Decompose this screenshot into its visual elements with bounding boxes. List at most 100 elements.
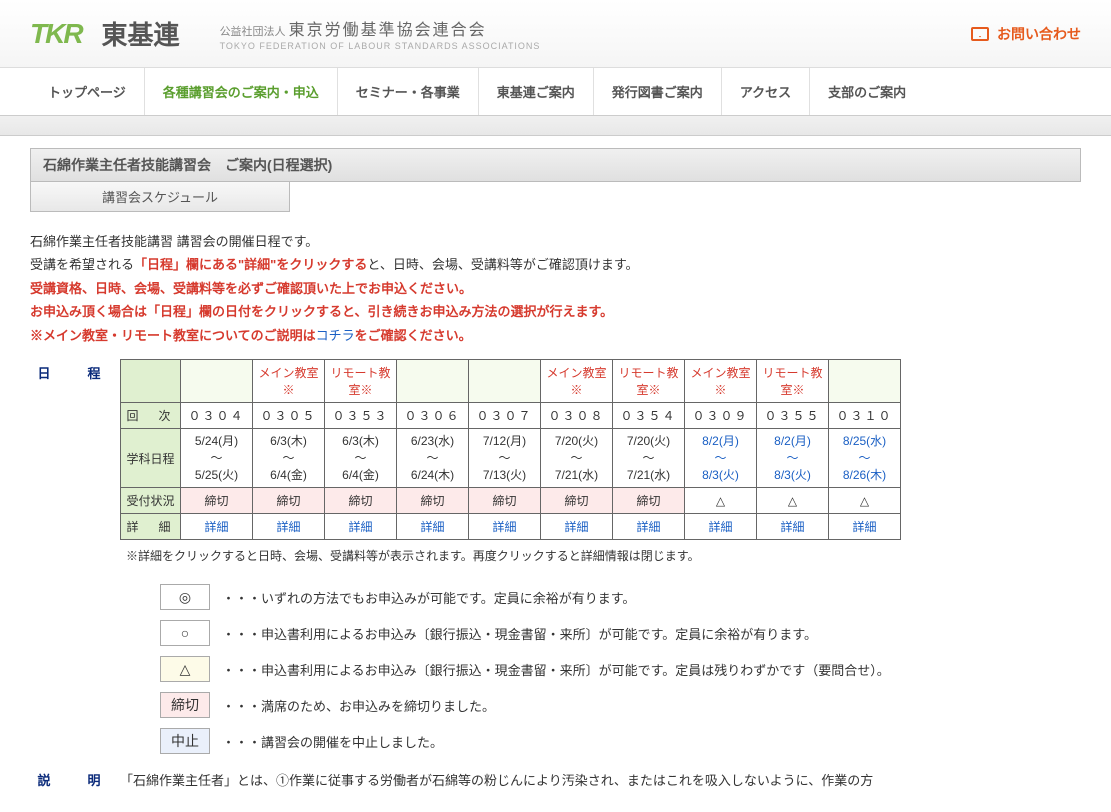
legend-text-1: ・・・申込書利用によるお申込み〔銀行振込・現金書留・来所〕が可能です。定員に余裕… <box>222 624 817 643</box>
col-type-0 <box>181 359 253 402</box>
col-status-5: 締切 <box>541 488 613 514</box>
col-num-2: ０３５３ <box>325 402 397 428</box>
sub-bar <box>0 116 1111 136</box>
org-name: 東京労働基準協会連合会 <box>289 22 487 39</box>
col-num-0: ０３０４ <box>181 402 253 428</box>
col-num-3: ０３０６ <box>397 402 469 428</box>
header-kai: 回 次 <box>121 402 181 428</box>
legend-text-3: ・・・満席のため、お申込みを締切りました。 <box>222 696 495 715</box>
nav-item-0[interactable]: トップページ <box>30 68 145 115</box>
info-line1: 石綿作業主任者技能講習 講習会の開催日程です。 <box>30 230 1081 253</box>
detail-link-7[interactable]: 詳細 <box>708 520 732 534</box>
col-status-4: 締切 <box>469 488 541 514</box>
col-type-8: リモート教室※ <box>757 359 829 402</box>
schedule-label: 日 程 <box>30 359 120 382</box>
header-detail: 詳 細 <box>121 514 181 540</box>
col-type-2: リモート教室※ <box>325 359 397 402</box>
detail-link-8[interactable]: 詳細 <box>780 520 804 534</box>
col-date-6[interactable]: 7/20(火)～7/21(水) <box>613 428 685 487</box>
col-num-4: ０３０７ <box>469 402 541 428</box>
col-date-5[interactable]: 7/20(火)～7/21(水) <box>541 428 613 487</box>
col-status-9: △ <box>829 488 901 514</box>
col-type-3 <box>397 359 469 402</box>
info-line2: 受講を希望される「日程」欄にある"詳細"をクリックすると、日時、会場、受講料等が… <box>30 253 1081 276</box>
detail-link-0[interactable]: 詳細 <box>204 520 228 534</box>
description-label: 説 明 <box>30 770 120 789</box>
header-status: 受付状況 <box>121 488 181 514</box>
org-block: 公益社団法人 東京労働基準協会連合会 TOKYO FEDERATION OF L… <box>220 16 541 52</box>
detail-link-1[interactable]: 詳細 <box>276 520 300 534</box>
col-num-6: ０３５４ <box>613 402 685 428</box>
col-num-8: ０３５５ <box>757 402 829 428</box>
legend-row-1: ○ ・・・申込書利用によるお申込み〔銀行振込・現金書留・来所〕が可能です。定員に余… <box>160 620 1081 646</box>
col-date-7[interactable]: 8/2(月)～8/3(火) <box>685 428 757 487</box>
detail-link-9[interactable]: 詳細 <box>852 520 876 534</box>
col-status-7: △ <box>685 488 757 514</box>
tab-row: 講習会スケジュール <box>30 182 1081 212</box>
col-num-7: ０３０９ <box>685 402 757 428</box>
detail-link-5[interactable]: 詳細 <box>564 520 588 534</box>
schedule-note: ※詳細をクリックすると日時、会場、受講料等が表示されます。再度クリックすると詳細… <box>126 547 1081 564</box>
nav-item-1[interactable]: 各種講習会のご案内・申込 <box>145 68 338 115</box>
col-date-9[interactable]: 8/25(水)～8/26(木) <box>829 428 901 487</box>
col-type-1: メイン教室※ <box>253 359 325 402</box>
site-header: TKR 東基連 公益社団法人 東京労働基準協会連合会 TOKYO FEDERAT… <box>0 0 1111 68</box>
page-title: 石綿作業主任者技能講習会 ご案内(日程選択) <box>30 148 1081 182</box>
col-date-4[interactable]: 7/12(月)～7/13(火) <box>469 428 541 487</box>
col-type-5: メイン教室※ <box>541 359 613 402</box>
detail-link-6[interactable]: 詳細 <box>636 520 660 534</box>
col-status-6: 締切 <box>613 488 685 514</box>
main-nav: トップページ各種講習会のご案内・申込セミナー・各事業東基連ご案内発行図書ご案内ア… <box>0 68 1111 116</box>
schedule-section: 日 程 メイン教室※リモート教室※メイン教室※リモート教室※メイン教室※リモート… <box>30 359 1081 564</box>
contact-link[interactable]: お問い合わせ <box>971 24 1081 44</box>
col-date-8[interactable]: 8/2(月)～8/3(火) <box>757 428 829 487</box>
legend: ◎・・・いずれの方法でもお申込みが可能です。定員に余裕が有ります。 ○ ・・・申込書… <box>160 584 1081 754</box>
detail-link-4[interactable]: 詳細 <box>492 520 516 534</box>
col-type-6: リモート教室※ <box>613 359 685 402</box>
legend-row-4: 中止・・・講習会の開催を中止しました。 <box>160 728 1081 754</box>
description-text: 「石綿作業主任者」とは、①作業に従事する労働者が石綿等の粉じんにより汚染され、ま… <box>120 770 990 792</box>
org-prefix: 公益社団法人 <box>220 26 286 38</box>
legend-symbol-1: ○ <box>160 620 210 646</box>
nav-item-5[interactable]: アクセス <box>722 68 810 115</box>
header-date: 学科日程 <box>121 428 181 487</box>
nav-item-4[interactable]: 発行図書ご案内 <box>594 68 722 115</box>
nav-item-2[interactable]: セミナー・各事業 <box>338 68 479 115</box>
info-line3: 受講資格、日時、会場、受講料等を必ずご確認頂いた上でお申込ください。 <box>30 277 1081 300</box>
tab-schedule[interactable]: 講習会スケジュール <box>30 182 290 212</box>
nav-item-3[interactable]: 東基連ご案内 <box>479 68 594 115</box>
detail-link-2[interactable]: 詳細 <box>348 520 372 534</box>
col-status-3: 締切 <box>397 488 469 514</box>
col-type-4 <box>469 359 541 402</box>
description-section: 説 明「石綿作業主任者」とは、①作業に従事する労働者が石綿等の粉じんにより汚染さ… <box>30 770 1081 792</box>
legend-text-2: ・・・申込書利用によるお申込み〔銀行振込・現金書留・来所〕が可能です。定員は残り… <box>222 660 890 679</box>
col-num-1: ０３０５ <box>253 402 325 428</box>
nav-item-6[interactable]: 支部のご案内 <box>810 68 924 115</box>
org-name-en: TOKYO FEDERATION OF LABOUR STANDARDS ASS… <box>220 41 541 51</box>
info-line4: お申込み頂く場合は「日程」欄の日付をクリックすると、引き続きお申込み方法の選択が… <box>30 300 1081 323</box>
legend-symbol-2: △ <box>160 656 210 682</box>
legend-symbol-0: ◎ <box>160 584 210 610</box>
legend-symbol-3: 締切 <box>160 692 210 718</box>
content: 石綿作業主任者技能講習会 ご案内(日程選択) 講習会スケジュール 石綿作業主任者… <box>0 148 1111 812</box>
logo-text: TKR <box>30 18 82 50</box>
col-status-8: △ <box>757 488 829 514</box>
info-line5: ※メイン教室・リモート教室についてのご説明はコチラをご確認ください。 <box>30 324 1081 347</box>
legend-row-3: 締切・・・満席のため、お申込みを締切りました。 <box>160 692 1081 718</box>
col-date-0[interactable]: 5/24(月)～5/25(火) <box>181 428 253 487</box>
legend-symbol-4: 中止 <box>160 728 210 754</box>
col-date-2[interactable]: 6/3(木)～6/4(金) <box>325 428 397 487</box>
col-status-1: 締切 <box>253 488 325 514</box>
kochira-link[interactable]: コチラ <box>316 328 355 343</box>
schedule-table: メイン教室※リモート教室※メイン教室※リモート教室※メイン教室※リモート教室※回… <box>120 359 901 540</box>
legend-row-0: ◎・・・いずれの方法でもお申込みが可能です。定員に余裕が有ります。 <box>160 584 1081 610</box>
col-type-7: メイン教室※ <box>685 359 757 402</box>
col-num-5: ０３０８ <box>541 402 613 428</box>
col-date-1[interactable]: 6/3(木)～6/4(金) <box>253 428 325 487</box>
legend-row-2: △ ・・・申込書利用によるお申込み〔銀行振込・現金書留・来所〕が可能です。定員は残… <box>160 656 1081 682</box>
col-status-2: 締切 <box>325 488 397 514</box>
col-num-9: ０３１０ <box>829 402 901 428</box>
col-date-3[interactable]: 6/23(水)～6/24(木) <box>397 428 469 487</box>
mail-icon <box>971 27 989 41</box>
detail-link-3[interactable]: 詳細 <box>420 520 444 534</box>
